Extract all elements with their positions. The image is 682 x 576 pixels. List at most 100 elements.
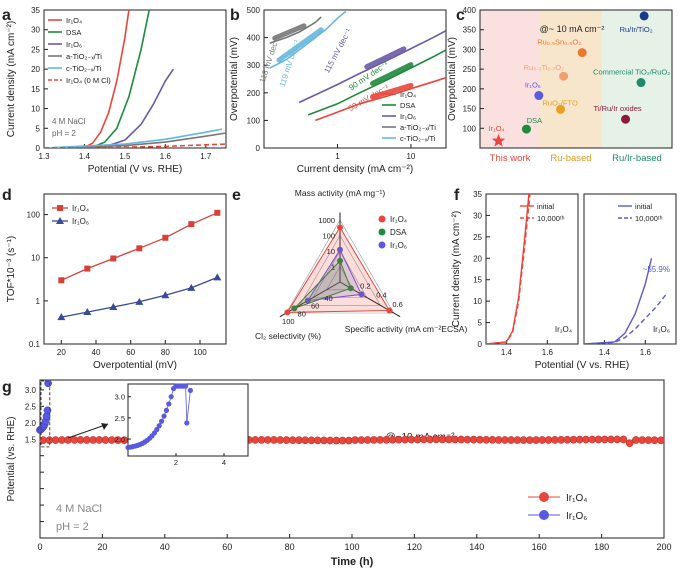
y-tick-label: 5 xyxy=(36,124,41,133)
series-line xyxy=(584,294,667,344)
radar-area xyxy=(286,226,391,313)
x-tick-label: 80 xyxy=(285,542,295,552)
data-point xyxy=(621,114,631,124)
tafel-segment xyxy=(364,46,407,70)
radar-grid xyxy=(285,219,395,314)
y-tick-label: 35 xyxy=(31,6,40,15)
legend-entry: Ir₁O₆ xyxy=(390,241,407,250)
y-tick-label: 300 xyxy=(247,61,261,70)
y-tick-label: 400 xyxy=(463,6,477,15)
inset-point xyxy=(183,383,189,389)
y-tick-label: 200 xyxy=(247,89,261,98)
point-label: Ru/Ir/TiO₂ xyxy=(620,25,653,34)
y-tick-label: 15 xyxy=(473,276,482,285)
x-tick-label: 1.4 xyxy=(501,348,513,357)
legend-entry: Ir₁O₄ xyxy=(390,215,407,224)
data-point xyxy=(214,209,221,216)
x-tick-label: 20 xyxy=(97,542,107,552)
x-tick-label: 140 xyxy=(469,542,484,552)
tafel-segment xyxy=(272,23,307,41)
radar-tick-label: 80 xyxy=(298,309,306,318)
radar-tick-label: 1 xyxy=(331,263,335,272)
zoom-arrowhead xyxy=(101,423,108,430)
x-tick-label: 1.4 xyxy=(599,348,611,357)
data-point xyxy=(556,104,566,114)
inset-x-tick-label: 4 xyxy=(222,458,226,467)
y-tick-label: 0.1 xyxy=(29,340,41,349)
inset-point xyxy=(154,427,160,433)
inset-point xyxy=(161,413,167,419)
radar-axis-label: Specific activity (mA cm⁻²ECSA) xyxy=(345,324,468,334)
legend-entry: Ir₁O₄ xyxy=(566,493,587,504)
radar-tick-label: 0.4 xyxy=(376,291,386,300)
legend-entry: Ir₁O₄ (0 M Cl) xyxy=(66,76,111,85)
plot-frame-a xyxy=(43,9,227,149)
change-label: ~55.9% xyxy=(643,265,670,274)
inset-point xyxy=(159,418,165,424)
y-tick-label: 1 xyxy=(36,297,41,306)
data-point xyxy=(577,48,587,58)
legend-entry: DSA xyxy=(390,228,407,237)
radar-tick-label: 40 xyxy=(324,294,332,303)
x-tick-label: 1.6 xyxy=(542,348,554,357)
legend-marker xyxy=(539,510,549,520)
legend-entry: Ir₁O₆ xyxy=(66,40,82,49)
legend-entry: initial xyxy=(537,202,554,211)
data-point xyxy=(161,291,170,299)
plot-frame-c xyxy=(479,9,673,149)
data-point xyxy=(304,297,311,304)
radar-tick-label: 0.2 xyxy=(360,281,370,290)
panel-label-e: e xyxy=(232,187,241,204)
inset-point xyxy=(166,401,172,407)
x-tick-label: 20 xyxy=(57,348,66,357)
radar-area xyxy=(294,259,352,309)
data-point xyxy=(84,265,91,272)
legend-entry: DSA xyxy=(400,101,415,110)
y-axis-label: TOF*10⁻³ (s⁻¹) xyxy=(6,236,17,302)
annotation: 4 M NaCl xyxy=(52,117,86,126)
x-tick-label: 10 xyxy=(406,152,415,161)
data-point xyxy=(109,303,118,311)
x-tick-label: 100 xyxy=(193,348,207,357)
y-tick-label: 250 xyxy=(463,65,477,74)
x-tick-label: 180 xyxy=(594,542,609,552)
data-point xyxy=(136,245,143,252)
x-axis-label: Current density (mA cm⁻²) xyxy=(297,164,413,175)
data-point xyxy=(619,435,628,444)
point-label: Commercial TiO₂/RuO₂ xyxy=(593,68,670,77)
x-tick-label: 200 xyxy=(656,542,671,552)
y-tick-label: 10 xyxy=(473,297,482,306)
group-label: Ru-based xyxy=(550,153,591,164)
inset-frame xyxy=(127,383,249,457)
series-line xyxy=(269,16,322,44)
data-point xyxy=(83,308,92,316)
series-line xyxy=(61,276,218,318)
y-tick-label: 100 xyxy=(27,211,41,220)
y-tick-label: 20 xyxy=(473,254,482,263)
sample-label: Ir₁O₄ xyxy=(555,325,572,334)
legend-marker xyxy=(56,217,64,224)
annotation: pH = 2 xyxy=(52,129,76,138)
point-label: Ru₀.₃Ti₀.₇O₂ xyxy=(524,63,564,72)
plot-frame-b xyxy=(263,9,447,149)
x-tick-label: 80 xyxy=(161,348,170,357)
x-tick-label: 160 xyxy=(532,542,547,552)
y-tick-label: 2.0 xyxy=(25,419,37,428)
series-line xyxy=(315,76,446,122)
x-tick-label: 100 xyxy=(344,542,359,552)
panel-label-a: a xyxy=(2,7,11,24)
radar-tick-label: 1000 xyxy=(318,216,335,225)
legend-entry: Ir₁O₄ xyxy=(72,204,89,213)
y-tick-label: 0 xyxy=(36,144,41,153)
legend-marker xyxy=(378,241,386,249)
data-point xyxy=(521,124,531,134)
y-tick-label: 30 xyxy=(473,211,482,220)
tafel-segment xyxy=(276,27,324,63)
x-axis-label: Potential (V vs. RHE) xyxy=(535,360,629,371)
data-point xyxy=(291,305,298,312)
x-tick-label: 40 xyxy=(92,348,101,357)
y-tick-label: 10 xyxy=(31,254,40,263)
data-point xyxy=(337,224,343,231)
data-point xyxy=(284,309,291,316)
legend-entry: a-TiO₂₋ₓ/Ti xyxy=(400,123,436,132)
